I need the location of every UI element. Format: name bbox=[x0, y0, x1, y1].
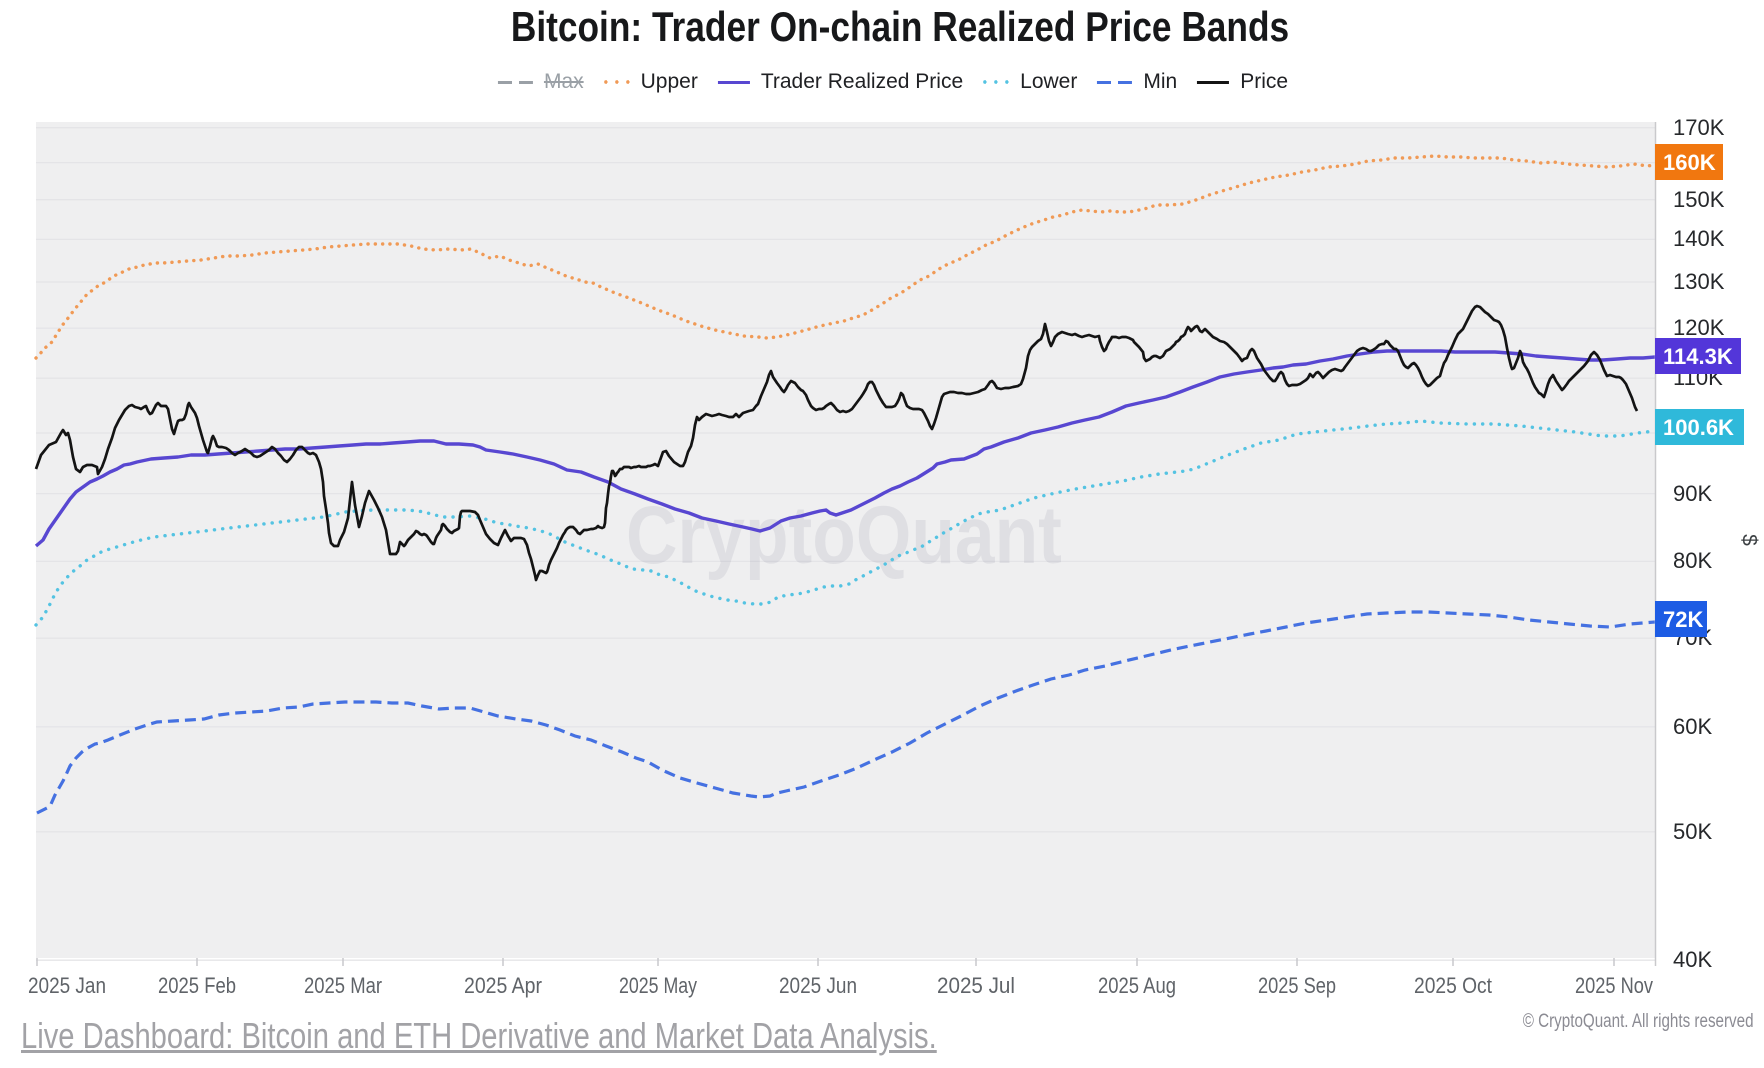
svg-text:2025 Jun: 2025 Jun bbox=[779, 973, 857, 998]
svg-text:140K: 140K bbox=[1673, 226, 1725, 251]
svg-text:$: $ bbox=[1738, 534, 1761, 546]
svg-text:72K: 72K bbox=[1663, 607, 1703, 632]
svg-text:2025 Oct: 2025 Oct bbox=[1414, 973, 1492, 998]
svg-text:50K: 50K bbox=[1673, 819, 1712, 844]
svg-text:130K: 130K bbox=[1673, 269, 1725, 294]
svg-text:2025 Apr: 2025 Apr bbox=[464, 973, 542, 998]
svg-text:2025 Feb: 2025 Feb bbox=[158, 973, 236, 998]
svg-text:60K: 60K bbox=[1673, 714, 1712, 739]
svg-text:2025 Mar: 2025 Mar bbox=[304, 973, 382, 998]
svg-text:2025 Sep: 2025 Sep bbox=[1258, 973, 1336, 998]
svg-text:90K: 90K bbox=[1673, 481, 1712, 506]
svg-text:160K: 160K bbox=[1663, 150, 1716, 175]
svg-text:150K: 150K bbox=[1673, 187, 1725, 212]
svg-text:100.6K: 100.6K bbox=[1663, 415, 1734, 440]
svg-text:2025 Aug: 2025 Aug bbox=[1098, 973, 1176, 998]
svg-text:CryptoQuant: CryptoQuant bbox=[626, 489, 1062, 581]
svg-text:2025 Nov: 2025 Nov bbox=[1575, 973, 1653, 998]
svg-text:120K: 120K bbox=[1673, 315, 1725, 340]
svg-text:2025 Jan: 2025 Jan bbox=[28, 973, 106, 998]
svg-text:40K: 40K bbox=[1673, 947, 1712, 972]
svg-text:170K: 170K bbox=[1673, 115, 1725, 140]
svg-text:80K: 80K bbox=[1673, 548, 1712, 573]
svg-text:2025 Jul: 2025 Jul bbox=[937, 973, 1015, 998]
svg-text:114.3K: 114.3K bbox=[1663, 344, 1733, 369]
svg-text:2025 May: 2025 May bbox=[619, 973, 697, 998]
